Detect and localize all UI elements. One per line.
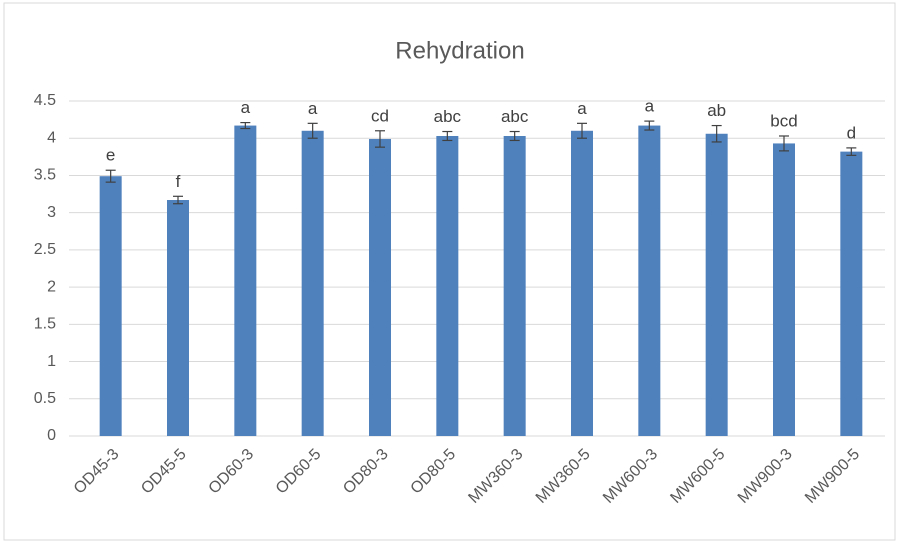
bar [167, 200, 189, 436]
y-tick-label: 4 [47, 129, 56, 146]
bar [571, 130, 593, 436]
y-tick-label: 3 [47, 204, 56, 221]
annotation: e [106, 146, 115, 165]
chart-title: Rehydration [395, 37, 524, 64]
y-tick-label: 4.5 [34, 92, 56, 109]
bar [840, 151, 863, 436]
annotation: abc [501, 107, 529, 126]
y-tick-label: 1.5 [34, 316, 56, 333]
bar [99, 176, 122, 436]
bar [369, 138, 391, 436]
bar [301, 130, 324, 436]
y-tick-label: 2 [47, 278, 56, 295]
bar [234, 125, 257, 437]
bar [773, 143, 795, 436]
bar [503, 135, 526, 436]
y-tick-label: 2.5 [34, 241, 56, 258]
annotation: abc [434, 107, 462, 126]
bar [705, 133, 728, 436]
y-tick-label: 0.5 [34, 390, 56, 407]
annotation: bcd [770, 111, 797, 130]
y-tick-label: 3.5 [34, 167, 56, 184]
bar [638, 125, 661, 437]
y-tick-label: 1 [47, 353, 56, 370]
bar [436, 135, 459, 436]
annotation: a [241, 98, 251, 117]
y-tick-label: 0 [47, 427, 56, 444]
annotation: d [847, 123, 856, 142]
annotation: f [176, 172, 181, 191]
annotation: ab [707, 101, 726, 120]
annotation: cd [371, 106, 389, 125]
annotation: a [645, 97, 655, 116]
annotation: a [308, 99, 318, 118]
annotation: a [577, 99, 587, 118]
